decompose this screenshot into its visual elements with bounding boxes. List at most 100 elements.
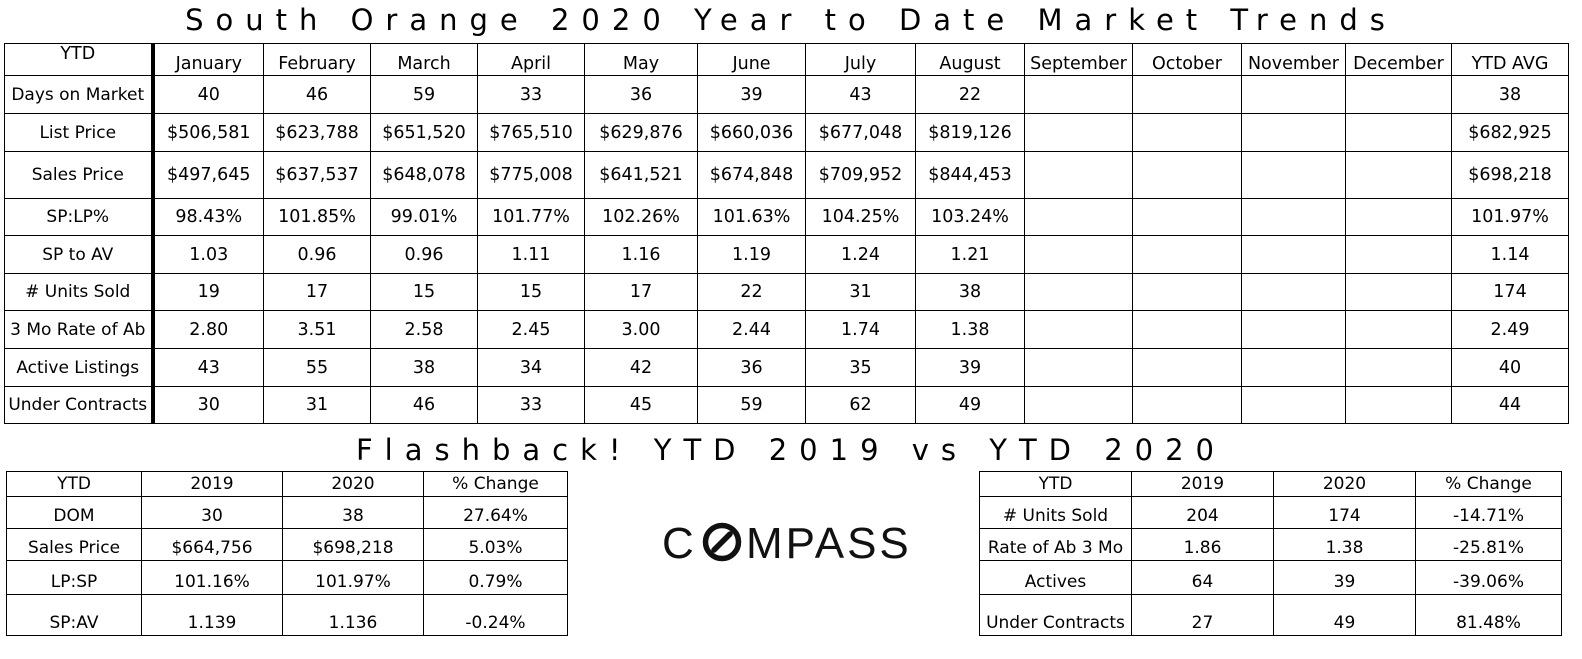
table-cell: 101.97% <box>1451 198 1569 236</box>
table-cell: 45 <box>584 386 698 424</box>
table-cell: $674,848 <box>697 151 806 199</box>
table-cell: 49 <box>915 386 1025 424</box>
table-cell <box>1345 198 1452 236</box>
header-cell: YTD <box>6 471 142 497</box>
table-cell: 33 <box>477 75 585 114</box>
header-cell: YTD <box>979 471 1132 497</box>
table-cell: 62 <box>805 386 916 424</box>
table-cell: $623,788 <box>263 113 371 152</box>
table-cell <box>1132 310 1242 349</box>
table-cell <box>1241 386 1346 424</box>
header-cell: December <box>1345 43 1452 76</box>
table-row: List Price $506,581 $623,788 $651,520 $765,5… <box>4 113 1569 152</box>
compass-logo-icon <box>702 522 742 562</box>
table-cell: 36 <box>584 75 698 114</box>
table-cell: 81.48% <box>1415 594 1562 636</box>
table-cell: 31 <box>805 273 916 311</box>
table-cell: 27 <box>1131 594 1274 636</box>
table-cell: 204 <box>1131 496 1274 529</box>
table-cell <box>1345 151 1452 199</box>
row-label: Active Listings <box>4 348 153 387</box>
table-cell: 43 <box>150 348 264 387</box>
table-cell: 103.24% <box>915 198 1025 236</box>
table-row: Rate of Ab 3 Mo 1.86 1.38 -25.81% <box>979 528 1562 561</box>
table-cell: 1.11 <box>477 235 585 274</box>
table-cell: 1.16 <box>584 235 698 274</box>
table-cell: $844,453 <box>915 151 1025 199</box>
table-row: Days on Market 40 46 59 33 36 39 43 22 38 <box>4 75 1569 114</box>
table-row: Sales Price $497,645 $637,537 $648,078 $775,… <box>4 151 1569 199</box>
header-cell: % Change <box>423 471 568 497</box>
table-cell: $819,126 <box>915 113 1025 152</box>
table-cell <box>1241 310 1346 349</box>
row-label: Sales Price <box>4 151 153 199</box>
table-cell: 49 <box>1273 594 1416 636</box>
table-row: Actives 64 39 -39.06% <box>979 560 1562 595</box>
row-label: # Units Sold <box>4 273 153 311</box>
header-cell: October <box>1132 43 1242 76</box>
table-cell <box>1024 386 1133 424</box>
row-label: # Units Sold <box>979 496 1132 529</box>
flashback-table-right: YTD 2019 2020% Change # Units Sold 204 174 -14… <box>979 471 1562 636</box>
table-cell: 104.25% <box>805 198 916 236</box>
table-cell: 1.38 <box>1273 528 1416 561</box>
table-cell <box>1024 75 1133 114</box>
header-cell: 2019 <box>141 471 283 497</box>
table-cell: 1.19 <box>697 235 806 274</box>
table-cell: -25.81% <box>1415 528 1562 561</box>
table-cell: 22 <box>697 273 806 311</box>
table-cell: 17 <box>263 273 371 311</box>
table-cell: 101.77% <box>477 198 585 236</box>
table-row: SP to AV 1.03 0.96 0.96 1.11 1.16 1.19 1.24 1.21… <box>4 235 1569 274</box>
table-cell <box>1345 273 1452 311</box>
svg-text:C: C <box>662 519 697 568</box>
table-cell <box>1132 235 1242 274</box>
table-cell <box>1132 348 1242 387</box>
table-cell: 33 <box>477 386 585 424</box>
table-cell <box>1241 151 1346 199</box>
table-cell: 34 <box>477 348 585 387</box>
table-cell: $677,048 <box>805 113 916 152</box>
table-cell: 17 <box>584 273 698 311</box>
row-label: SP to AV <box>4 235 153 274</box>
table-cell: -39.06% <box>1415 560 1562 595</box>
header-cell: February <box>263 43 371 76</box>
table-cell <box>1132 75 1242 114</box>
header-cell: YTD AVG <box>1451 43 1569 76</box>
table-cell: 19 <box>150 273 264 311</box>
table-cell <box>1132 113 1242 152</box>
table-row: 3 Mo Rate of Ab 2.80 3.51 2.58 2.45 3.00 2.44 1… <box>4 310 1569 349</box>
table-cell <box>1024 235 1133 274</box>
table-cell: 22 <box>915 75 1025 114</box>
row-label: Days on Market <box>4 75 153 114</box>
table-row: Sales Price $664,756 $698,218 5.03% <box>6 528 568 561</box>
table-header-row: YTD 2019 2020% Change <box>6 471 568 497</box>
svg-text:MPASS: MPASS <box>746 519 912 568</box>
table-cell <box>1241 113 1346 152</box>
table-cell: 1.03 <box>150 235 264 274</box>
table-cell: $648,078 <box>370 151 478 199</box>
table-cell: 40 <box>1451 348 1569 387</box>
header-cell: March <box>370 43 478 76</box>
table-cell <box>1241 75 1346 114</box>
row-label: 3 Mo Rate of Ab <box>4 310 153 349</box>
flashback-table-left: YTD 2019 2020% Change DOM 30 38 27.64% Sales Pr… <box>6 471 568 636</box>
table-cell <box>1345 113 1452 152</box>
table-cell: 101.63% <box>697 198 806 236</box>
compass-logo: C MPASS <box>662 519 912 568</box>
table-cell: 2.44 <box>697 310 806 349</box>
table-cell <box>1241 235 1346 274</box>
header-cell: November <box>1241 43 1346 76</box>
table-cell: 39 <box>915 348 1025 387</box>
header-cell: July <box>805 43 916 76</box>
table-cell: 64 <box>1131 560 1274 595</box>
table-cell: 174 <box>1273 496 1416 529</box>
table-cell: $682,925 <box>1451 113 1569 152</box>
header-cell: 2020 <box>282 471 424 497</box>
table-cell: 0.96 <box>263 235 371 274</box>
table-cell <box>1132 151 1242 199</box>
table-cell: 101.97% <box>282 560 424 595</box>
table-cell: 42 <box>584 348 698 387</box>
header-cell: September <box>1024 43 1133 76</box>
table-cell: 59 <box>697 386 806 424</box>
